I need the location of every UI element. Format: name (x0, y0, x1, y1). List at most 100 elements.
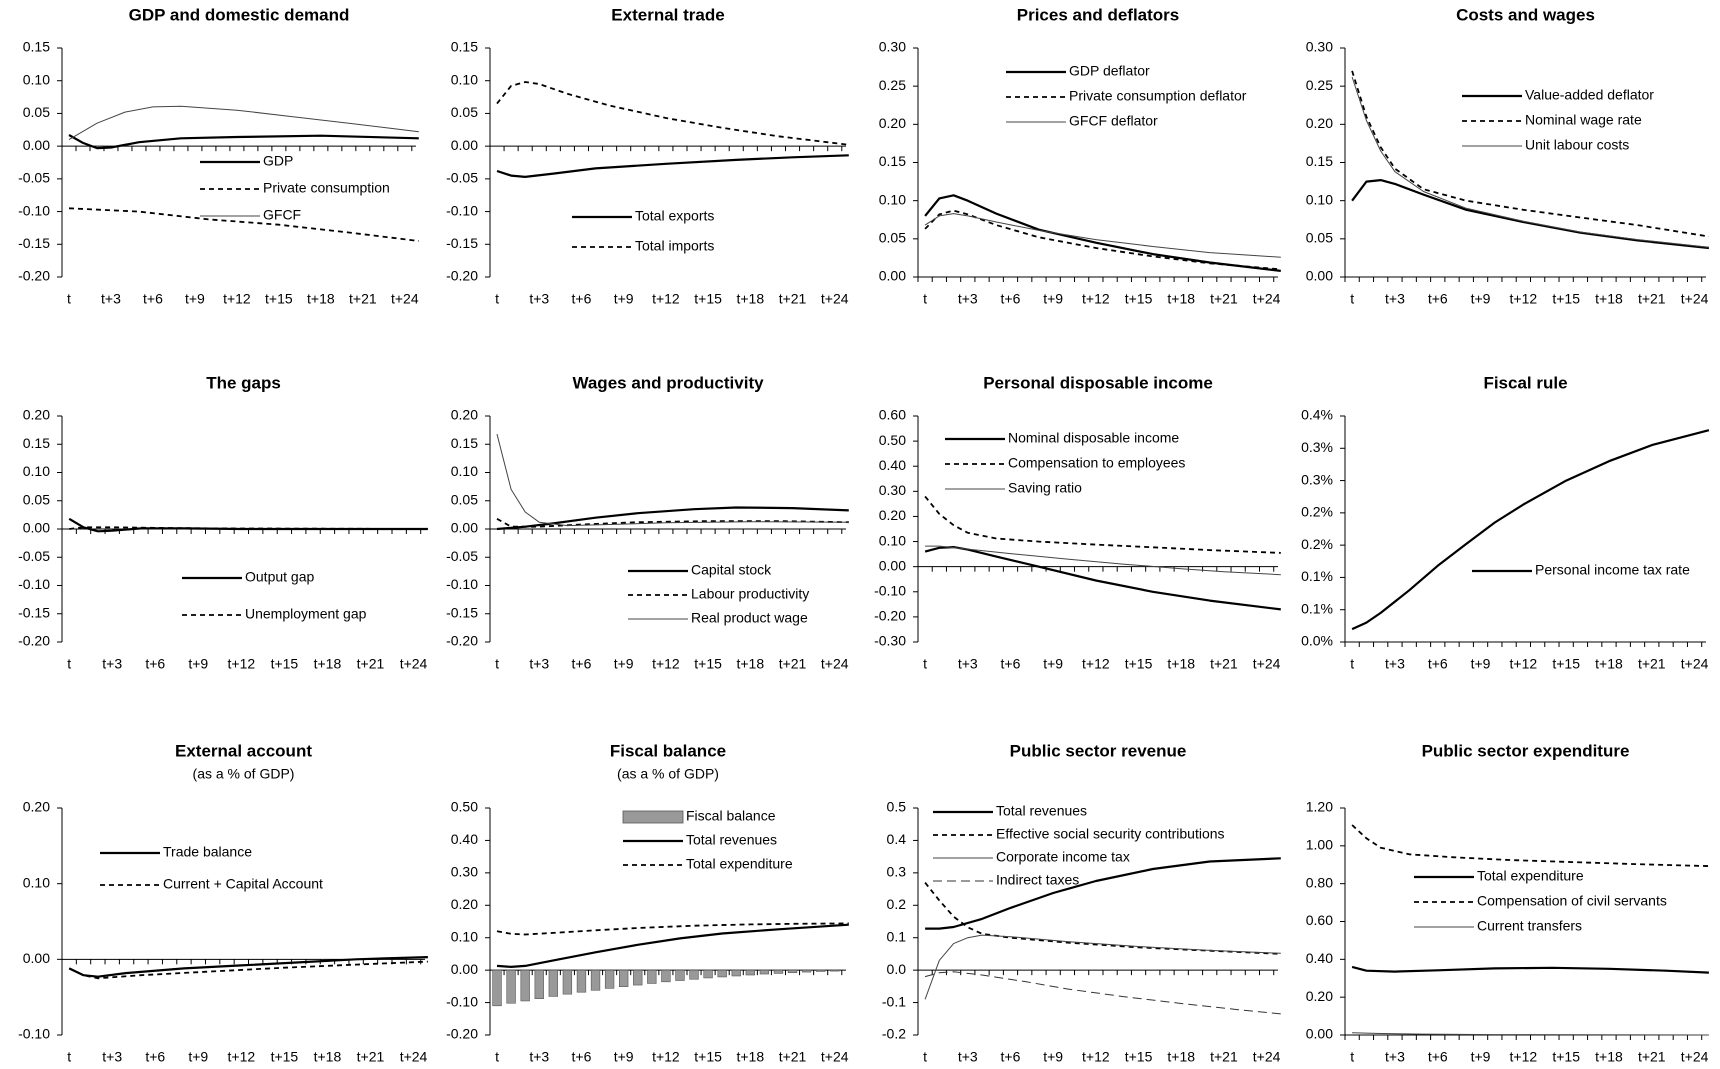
legend: Total exports Total imports (572, 208, 714, 254)
y-tick-label: 0.05 (23, 491, 50, 507)
y-tick-label: 0.10 (23, 71, 50, 87)
y-tick-label: 0.50 (879, 432, 906, 448)
x-tick-label: t+21 (1638, 291, 1666, 307)
series-line-labour-productivity (496, 518, 849, 528)
chart-title: Wages and productivity (572, 373, 764, 392)
x-tick-label: t+15 (1125, 291, 1153, 307)
x-tick-label: t+9 (1043, 656, 1063, 672)
y-tick-label: -0.05 (446, 170, 478, 186)
x-tick-label: t (1350, 656, 1354, 672)
x-tick-label: t+24 (1253, 656, 1281, 672)
y-tick-label: 0.3% (1301, 439, 1333, 455)
legend: Output gap Unemployment gap (182, 569, 367, 622)
y-tick-label: 0.00 (1306, 268, 1333, 284)
x-tick-label: t+18 (1595, 291, 1623, 307)
x-tick-label: t+12 (1510, 291, 1538, 307)
x-tick-label: t+6 (1428, 291, 1448, 307)
bar-fiscal-balance (520, 969, 530, 1002)
legend: Value-added deflator Nominal wage rate Uni… (1462, 87, 1654, 153)
y-tick-label: 0.00 (879, 557, 906, 573)
y-tick-label: 0.10 (451, 71, 478, 87)
x-tick-label: t+12 (223, 291, 251, 307)
chart-panel-fiscal-balance: Fiscal balance (as a % of GDP) 0.50 0.40 0.3… (446, 741, 849, 1065)
x-tick-label: t+9 (188, 1049, 208, 1065)
x-tick-label: t (495, 656, 499, 672)
x-tick-label: t+21 (1210, 656, 1238, 672)
x-tick-label: t+9 (1471, 291, 1491, 307)
legend-label: GDP deflator (1069, 63, 1150, 79)
x-tick-label: t+12 (652, 291, 680, 307)
y-tick-label: 0.20 (451, 896, 478, 912)
legend: GDP Private consumption GFCF (200, 153, 390, 223)
y-tick-label: 0.2% (1301, 504, 1333, 520)
y-tick-label: -0.05 (18, 548, 50, 564)
x-tick-label: t+21 (779, 1049, 807, 1065)
series-line-total-revenues (925, 857, 1281, 930)
chart-title: Costs and wages (1456, 5, 1595, 24)
x-tick-label: t+15 (1552, 656, 1580, 672)
bar-fiscal-balance (647, 969, 657, 984)
bar-fiscal-balance (689, 969, 699, 980)
x-tick-label: t+3 (102, 656, 122, 672)
y-tick-label: 0.25 (879, 77, 906, 93)
y-tick-label: 0.05 (879, 230, 906, 246)
y-tick-label: 0.15 (1306, 153, 1333, 169)
y-tick-label: -0.20 (18, 633, 50, 649)
series-line-total-imports (496, 81, 849, 146)
chart-title: Personal disposable income (983, 373, 1213, 392)
series-line-saving-ratio (925, 545, 1281, 576)
series-line-effective-social-security-contributions (924, 882, 1281, 955)
x-tick-label: t+21 (349, 291, 377, 307)
y-tick-label: 0.1% (1301, 568, 1333, 584)
series-line-gfcf (68, 105, 419, 141)
legend-label: Corporate income tax (996, 849, 1130, 865)
y-tick-label: 0.00 (1306, 1026, 1333, 1042)
y-tick-label: 0.60 (1306, 912, 1333, 928)
chart-title: Fiscal balance (610, 741, 726, 760)
x-tick-label: t+18 (1167, 291, 1195, 307)
legend-label: Unit labour costs (1525, 137, 1629, 153)
chart-title: Public sector revenue (1010, 741, 1187, 760)
x-tick-label: t+21 (779, 656, 807, 672)
x-tick-label: t+9 (614, 1049, 634, 1065)
bar-fiscal-balance (590, 969, 601, 991)
x-tick-label: t+18 (736, 291, 764, 307)
y-tick-label: 0.30 (879, 482, 906, 498)
y-tick-label: -0.05 (446, 548, 478, 564)
legend-label: Trade balance (163, 844, 252, 860)
y-tick-label: 0.10 (879, 532, 906, 548)
y-tick-label: -0.05 (18, 170, 50, 186)
x-tick-label: t+6 (145, 1049, 165, 1065)
legend-label: Compensation to employees (1008, 455, 1185, 471)
bar-fiscal-balance (759, 969, 770, 975)
x-tick-label: t+9 (1043, 291, 1063, 307)
bar-fiscal-balance (731, 969, 741, 977)
y-tick-label: 0.05 (1306, 230, 1333, 246)
bar-fiscal-balance (604, 969, 615, 989)
y-tick-label: -0.10 (446, 576, 478, 592)
legend-label: Private consumption deflator (1069, 88, 1247, 104)
y-tick-label: 0.10 (451, 928, 478, 944)
y-tick-label: -0.10 (446, 993, 478, 1009)
y-tick-label: 0.00 (23, 950, 50, 966)
legend-label: Output gap (245, 569, 314, 585)
y-tick-label: -0.15 (446, 604, 478, 620)
chart-panel-public-sector-revenue: Public sector revenue 0.5 0.4 0.3 0.2 0.1 0.0 -… (882, 741, 1281, 1065)
bar-fiscal-balance (675, 969, 685, 981)
y-tick-label: 0.10 (23, 463, 50, 479)
y-tick-label: -0.30 (874, 633, 906, 649)
bar-fiscal-balance (787, 969, 798, 974)
bar-fiscal-balance (830, 969, 840, 972)
x-tick-label: t+6 (572, 656, 592, 672)
x-tick-label: t+6 (572, 291, 592, 307)
y-tick-label: 0.80 (1306, 874, 1333, 890)
x-tick-label: t+24 (400, 1049, 428, 1065)
bar-fiscal-balance (492, 969, 502, 1007)
y-tick-label: 0.40 (1306, 950, 1333, 966)
series-line-unit-labour-costs (1351, 76, 1709, 248)
legend: Fiscal balance Total revenues Total expend… (622, 808, 793, 872)
legend: Total revenues Effective social security … (933, 803, 1225, 888)
x-tick-label: t+18 (314, 656, 342, 672)
x-tick-label: t+24 (821, 291, 849, 307)
